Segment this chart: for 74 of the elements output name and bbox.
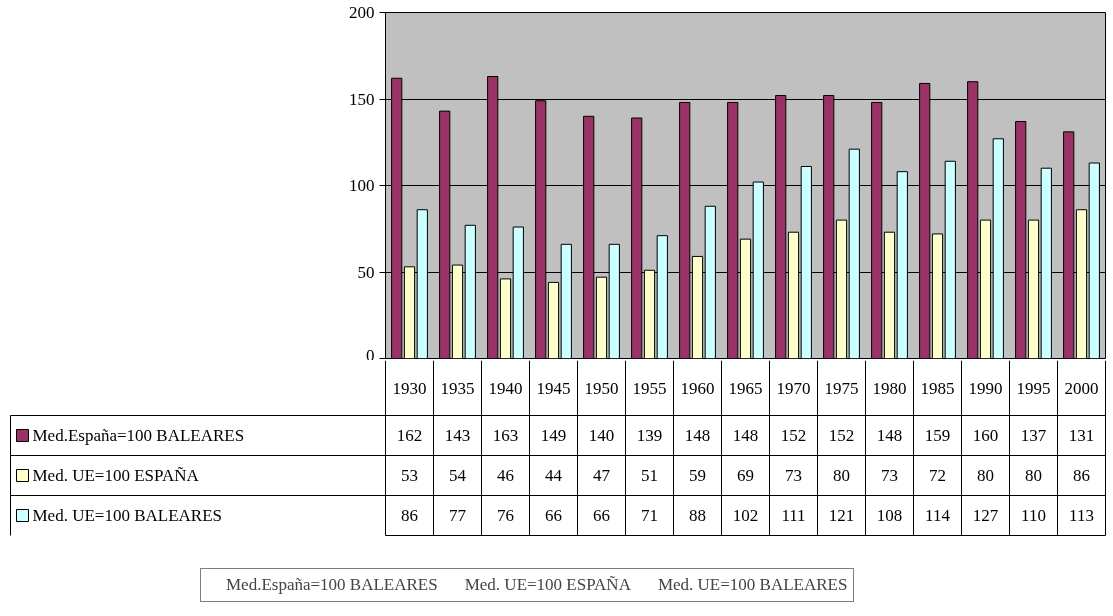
x-tick-label: 1990 xyxy=(968,378,1003,398)
data-label: 159 xyxy=(924,426,951,445)
data-label: 86 xyxy=(401,506,418,525)
data-label: 148 xyxy=(732,426,759,445)
data-label: 66 xyxy=(545,506,562,525)
x-tick-label: 1935 xyxy=(440,378,475,398)
text: Med. UE=100 BALEARES xyxy=(657,575,848,594)
x-tick-label: 1960 xyxy=(680,378,715,398)
data-label: 53 xyxy=(401,466,418,485)
data-label: 163 xyxy=(492,426,519,445)
data-label: 66 xyxy=(593,506,610,525)
x-tick-label: 1940 xyxy=(488,378,523,398)
data-label: 137 xyxy=(1020,426,1047,445)
data-label: 71 xyxy=(641,506,658,525)
data-label: 108 xyxy=(876,506,903,525)
data-label: 59 xyxy=(689,466,706,485)
data-label: 102 xyxy=(732,506,759,525)
x-tick-label: 1995 xyxy=(1016,378,1051,398)
x-tick-label: 1980 xyxy=(872,378,907,398)
data-label: 76 xyxy=(497,506,514,525)
data-label: 162 xyxy=(396,426,423,445)
data-label: 80 xyxy=(1025,466,1042,485)
data-label: 114 xyxy=(925,506,951,525)
bar xyxy=(499,278,512,359)
legend-label: Med. UE=100 ESPAÑA xyxy=(32,466,200,485)
data-label: 148 xyxy=(684,426,711,445)
y-tick-label: 200 xyxy=(349,3,375,22)
legend-label: Med.España=100 BALEARES xyxy=(32,426,245,445)
x-tick-label: 2000 xyxy=(1064,378,1099,398)
data-label: 77 xyxy=(449,506,467,525)
x-tick-label: 1985 xyxy=(920,378,955,398)
text: Med.España=100 BALEARES xyxy=(226,575,438,594)
data-label: 73 xyxy=(785,466,802,485)
text: Med. UE=100 ESPAÑA xyxy=(464,575,631,594)
y-tick-label: 100 xyxy=(349,176,375,195)
bar xyxy=(595,276,608,359)
x-tick-label: 1930 xyxy=(392,378,427,398)
data-label: 72 xyxy=(929,466,946,485)
bar xyxy=(547,281,560,359)
data-label: 80 xyxy=(833,466,850,485)
data-label: 121 xyxy=(828,506,855,525)
data-label: 111 xyxy=(781,506,806,525)
data-label: 69 xyxy=(737,466,754,485)
data-label: 73 xyxy=(881,466,898,485)
data-label: 139 xyxy=(636,426,663,445)
data-label: 131 xyxy=(1068,426,1095,445)
data-label: 88 xyxy=(689,506,706,525)
data-label: 143 xyxy=(444,426,471,445)
data-label: 47 xyxy=(593,466,611,485)
x-tick-label: 1975 xyxy=(824,378,859,398)
data-label: 80 xyxy=(977,466,994,485)
x-tick-label: 1965 xyxy=(728,378,763,398)
y-tick-label: 150 xyxy=(349,89,375,109)
data-label: 46 xyxy=(497,466,514,485)
data-label: 54 xyxy=(449,466,467,485)
data-label: 113 xyxy=(1069,506,1094,525)
y-tick-label: 50 xyxy=(357,262,375,282)
data-label: 127 xyxy=(972,506,999,525)
data-label: 152 xyxy=(780,426,807,445)
data-label: 86 xyxy=(1073,466,1090,485)
data-label: 51 xyxy=(641,466,658,485)
data-label: 44 xyxy=(545,466,563,485)
x-tick-label: 1955 xyxy=(632,378,667,398)
x-tick-label: 1970 xyxy=(776,378,811,398)
data-label: 149 xyxy=(540,426,567,445)
data-label: 140 xyxy=(588,426,615,445)
data-label: 148 xyxy=(876,426,903,445)
data-label: 160 xyxy=(972,426,999,445)
y-tick-label: 0 xyxy=(366,345,375,365)
x-tick-label: 1950 xyxy=(584,378,619,398)
data-label: 152 xyxy=(828,426,855,445)
legend-label: Med. UE=100 BALEARES xyxy=(32,506,222,525)
data-label: 110 xyxy=(1021,506,1046,525)
x-tick-label: 1945 xyxy=(536,378,571,398)
